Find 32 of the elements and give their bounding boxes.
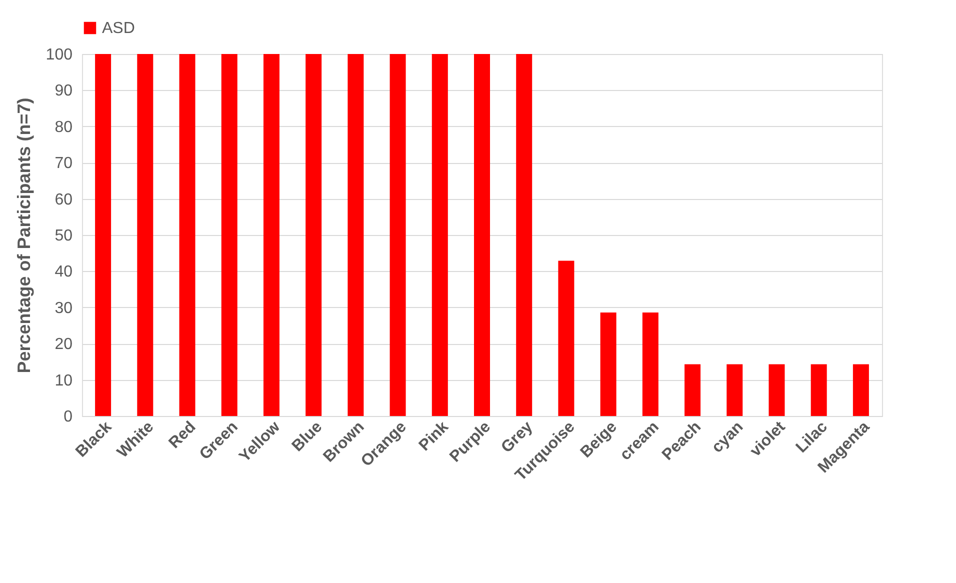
y-tick-label: 70 (54, 155, 73, 172)
y-tick-label: 20 (54, 336, 73, 354)
bar (768, 364, 785, 416)
y-tick-label: 80 (54, 118, 73, 136)
y-tick-label: 10 (54, 372, 73, 390)
bar (558, 260, 574, 416)
bar (600, 312, 616, 416)
bar (432, 54, 448, 416)
y-tick-label: 30 (54, 300, 73, 317)
y-axis-title: Percentage of Participants (n=7) (14, 98, 34, 374)
y-tick-label: 90 (54, 82, 73, 100)
bar (95, 54, 112, 416)
bar (390, 54, 406, 416)
bar (516, 54, 532, 416)
bar (642, 312, 658, 416)
bar (221, 54, 238, 416)
bar (474, 54, 490, 416)
y-tick-label: 40 (54, 264, 73, 281)
bar (263, 54, 280, 416)
bar (306, 54, 322, 416)
y-tick-label: 50 (54, 228, 73, 244)
bar (852, 364, 869, 416)
y-tick-label: 60 (54, 191, 73, 208)
bar (810, 364, 827, 416)
bar (179, 54, 196, 416)
bar (684, 364, 701, 416)
legend-label: ASD (102, 20, 135, 37)
bar (348, 54, 364, 416)
bar (726, 364, 743, 416)
bar (137, 54, 154, 416)
y-tick-label: 100 (46, 46, 73, 64)
y-tick-label: 0 (64, 408, 73, 426)
